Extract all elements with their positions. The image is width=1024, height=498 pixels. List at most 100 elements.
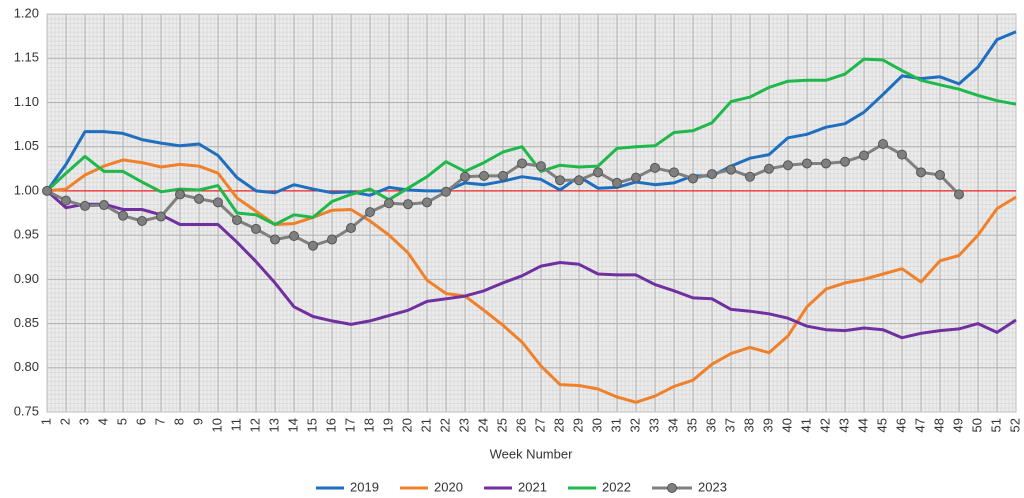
series-marker xyxy=(422,197,432,208)
x-tick-label: 40 xyxy=(779,418,794,432)
x-tick-label: 4 xyxy=(95,418,110,425)
legend-label: 2021 xyxy=(518,479,547,494)
series-marker xyxy=(954,189,964,200)
x-tick-label: 11 xyxy=(228,418,243,432)
x-tick-label: 26 xyxy=(513,418,528,432)
x-tick-label: 42 xyxy=(817,418,832,432)
series-line xyxy=(46,158,1017,404)
x-tick-label: 45 xyxy=(874,418,889,432)
series-marker xyxy=(498,170,508,181)
series-marker xyxy=(935,169,945,180)
series-marker xyxy=(61,195,71,206)
x-tick-label: 49 xyxy=(950,418,965,432)
x-tick-label: 20 xyxy=(399,418,414,432)
y-tick-label: 1.20 xyxy=(14,5,39,20)
legend-label: 2019 xyxy=(350,479,379,494)
series-marker xyxy=(156,211,166,222)
x-tick-label: 17 xyxy=(342,418,357,432)
x-tick-label: 22 xyxy=(437,418,452,432)
x-tick-label: 28 xyxy=(551,418,566,432)
x-tick-label: 8 xyxy=(171,418,186,425)
y-tick-label: 1.15 xyxy=(14,50,39,65)
series-marker xyxy=(80,200,90,211)
series-marker xyxy=(859,150,869,161)
x-tick-label: 52 xyxy=(1007,418,1022,432)
series-marker xyxy=(574,175,584,186)
x-tick-label: 38 xyxy=(741,418,756,432)
x-tick-label: 50 xyxy=(969,418,984,432)
x-tick-label: 10 xyxy=(209,418,224,432)
x-tick-label: 39 xyxy=(760,418,775,432)
x-tick-label: 44 xyxy=(855,418,870,432)
x-tick-label: 36 xyxy=(703,418,718,432)
y-tick-label: 1.05 xyxy=(14,138,39,153)
series-marker xyxy=(688,173,698,184)
series-marker xyxy=(555,175,565,186)
x-tick-label: 35 xyxy=(684,418,699,432)
series-marker xyxy=(213,197,223,208)
series-marker xyxy=(821,158,831,169)
series-marker xyxy=(232,215,242,226)
series-marker xyxy=(707,169,717,180)
series-marker xyxy=(650,162,660,173)
series-marker xyxy=(289,230,299,241)
legend-marker xyxy=(667,483,677,493)
x-tick-label: 27 xyxy=(532,418,547,432)
legend-label: 2023 xyxy=(698,479,727,494)
series-marker xyxy=(840,156,850,167)
series-marker xyxy=(802,158,812,169)
series-marker xyxy=(460,171,470,182)
x-tick-label: 23 xyxy=(456,418,471,432)
x-tick-label: 2 xyxy=(57,418,72,425)
x-tick-label: 41 xyxy=(798,418,813,432)
series-marker xyxy=(308,240,318,251)
series-marker xyxy=(175,189,185,200)
series-line xyxy=(46,189,1017,340)
series-marker xyxy=(745,171,755,182)
series-marker xyxy=(384,198,394,209)
series-marker xyxy=(536,161,546,172)
series-marker xyxy=(764,163,774,174)
series-marker xyxy=(783,160,793,171)
x-tick-label: 18 xyxy=(361,418,376,432)
x-tick-label: 19 xyxy=(380,418,395,432)
x-tick-label: 14 xyxy=(285,418,300,432)
y-tick-label: 0.75 xyxy=(14,403,39,418)
series-marker xyxy=(593,167,603,178)
series-marker xyxy=(517,158,527,169)
legend-label: 2022 xyxy=(602,479,631,494)
series-marker xyxy=(251,223,261,234)
legend-label: 2020 xyxy=(434,479,463,494)
y-tick-label: 1.00 xyxy=(14,182,39,197)
x-tick-label: 6 xyxy=(133,418,148,425)
x-tick-label: 47 xyxy=(912,418,927,432)
x-tick-label: 33 xyxy=(646,418,661,432)
series-marker xyxy=(270,234,280,245)
series-marker xyxy=(365,207,375,218)
series-line xyxy=(45,30,1017,197)
x-tick-label: 12 xyxy=(247,418,262,432)
series-marker xyxy=(612,177,622,188)
plot-border xyxy=(46,13,1017,413)
series-marker xyxy=(194,193,204,204)
series-marker xyxy=(403,199,413,210)
series-marker xyxy=(42,185,52,196)
series-marker xyxy=(327,234,337,245)
series-marker xyxy=(118,210,128,221)
x-tick-label: 29 xyxy=(570,418,585,432)
x-tick-label: 1 xyxy=(38,418,53,425)
series-marker xyxy=(726,164,736,175)
x-tick-label: 51 xyxy=(988,418,1003,432)
plot-background xyxy=(47,14,1016,412)
x-tick-label: 30 xyxy=(589,418,604,432)
x-tick-label: 7 xyxy=(152,418,167,425)
x-tick-label: 9 xyxy=(190,418,205,425)
series-marker xyxy=(99,200,109,211)
series-marker xyxy=(897,149,907,160)
series-marker xyxy=(669,167,679,178)
x-tick-label: 34 xyxy=(665,418,680,432)
series-line xyxy=(45,57,1017,226)
x-tick-label: 15 xyxy=(304,418,319,432)
x-axis-label: Week Number xyxy=(490,446,574,461)
